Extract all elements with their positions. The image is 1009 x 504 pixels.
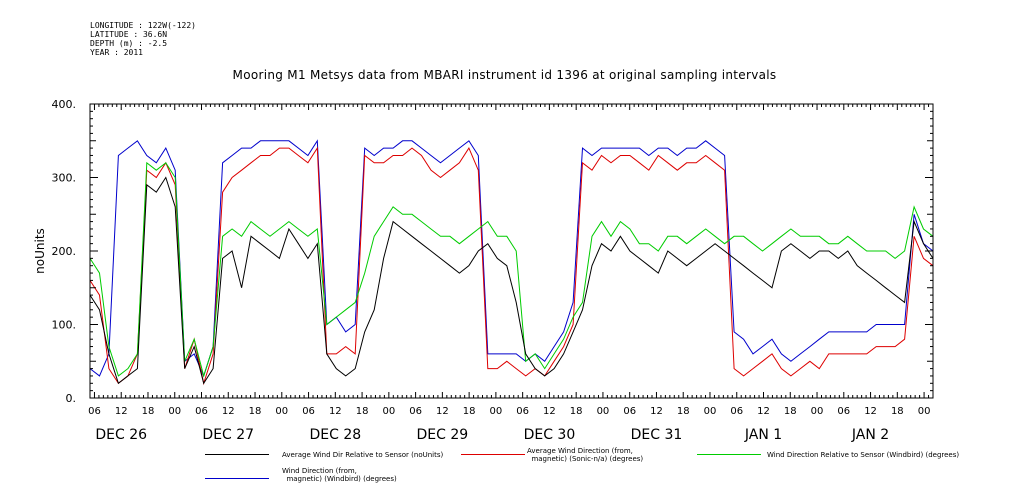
- x-hour-label: 06: [409, 406, 422, 417]
- x-hour-label: 06: [837, 406, 850, 417]
- axes-layer: 0. 100. 200. 300. 400. noUnits 06 12 18 00 06 12 18 0…: [33, 98, 934, 443]
- x-hour-label: 06: [88, 406, 101, 417]
- longitude-label: LONGITUDE : 122W(-122): [90, 21, 196, 30]
- x-hour-label: 18: [463, 406, 476, 417]
- x-hour-label: 00: [275, 406, 288, 417]
- x-hour-label: 18: [784, 406, 797, 417]
- x-hour-label: 12: [329, 406, 342, 417]
- x-hour-label: 00: [811, 406, 824, 417]
- y-tick-label: 0.: [66, 392, 77, 405]
- x-hour-label: 00: [918, 406, 931, 417]
- y-tick-label: 200.: [52, 245, 77, 258]
- x-hour-label: 18: [356, 406, 369, 417]
- legend-label-direction-windbird: Wind Direction (from, magnetic) (Windbir…: [282, 467, 397, 483]
- x-day-label: DEC 30: [524, 427, 576, 443]
- x-hour-label: 00: [168, 406, 181, 417]
- x-hour-label: 06: [516, 406, 529, 417]
- x-hour-label: 12: [864, 406, 877, 417]
- legend-swatch-direction-sonic: [461, 454, 525, 455]
- x-hour-label: 12: [436, 406, 449, 417]
- x-hour-label: 06: [195, 406, 208, 417]
- series-line-direction_windbird: [89, 139, 934, 378]
- legend-label-relative-windbird: Wind Direction Relative to Sensor (Windb…: [767, 451, 960, 459]
- series-line-relative_windbird: [89, 161, 934, 378]
- y-tick-label: 300.: [52, 172, 77, 185]
- x-hour-label: 12: [115, 406, 128, 417]
- series-line-relative_sonic: [89, 176, 934, 385]
- y-tick-label: 400.: [52, 98, 77, 111]
- latitude-label: LATITUDE : 36.6N: [90, 30, 168, 39]
- x-hour-label: 12: [543, 406, 556, 417]
- x-hour-label: 18: [249, 406, 262, 417]
- legend-label-direction-sonic: Average Wind Direction (from, magnetic) …: [527, 447, 644, 463]
- x-hour-label: 06: [302, 406, 315, 417]
- x-hour-label: 18: [142, 406, 155, 417]
- x-hour-label: 12: [222, 406, 235, 417]
- x-day-label: DEC 29: [417, 427, 469, 443]
- series-line-direction_sonic: [89, 146, 934, 386]
- x-hour-label: 00: [704, 406, 717, 417]
- x-hour-label: 06: [623, 406, 636, 417]
- legend-label-relative-sonic: Average Wind Dir Relative to Sensor (noU…: [282, 451, 444, 459]
- x-hour-label: 18: [891, 406, 904, 417]
- x-hour-label: 00: [382, 406, 395, 417]
- x-day-label: JAN 2: [851, 427, 889, 443]
- year-label: YEAR : 2011: [90, 48, 143, 57]
- x-hour-label: 18: [677, 406, 690, 417]
- y-tick-label: 100.: [52, 319, 77, 332]
- x-hour-label: 12: [650, 406, 663, 417]
- x-hour-label: 06: [730, 406, 743, 417]
- x-day-label: JAN 1: [744, 427, 782, 443]
- legend-swatch-relative-sonic: [205, 454, 269, 455]
- y-axis-label: noUnits: [33, 228, 47, 274]
- legend-swatch-relative-windbird: [697, 454, 761, 455]
- x-hour-label: 18: [570, 406, 583, 417]
- x-day-label: DEC 26: [95, 427, 147, 443]
- x-day-label: DEC 27: [202, 427, 254, 443]
- x-hour-label: 00: [490, 406, 503, 417]
- chart-title: Mooring M1 Metsys data from MBARI instru…: [232, 68, 777, 82]
- depth-label: DEPTH (m) : -2.5: [90, 39, 168, 48]
- x-hour-label: 12: [757, 406, 770, 417]
- legend-swatch-direction-windbird: [205, 478, 269, 479]
- x-day-label: DEC 28: [309, 427, 361, 443]
- x-day-label: DEC 31: [631, 427, 683, 443]
- x-hour-label: 00: [597, 406, 610, 417]
- series-layer: [89, 139, 934, 386]
